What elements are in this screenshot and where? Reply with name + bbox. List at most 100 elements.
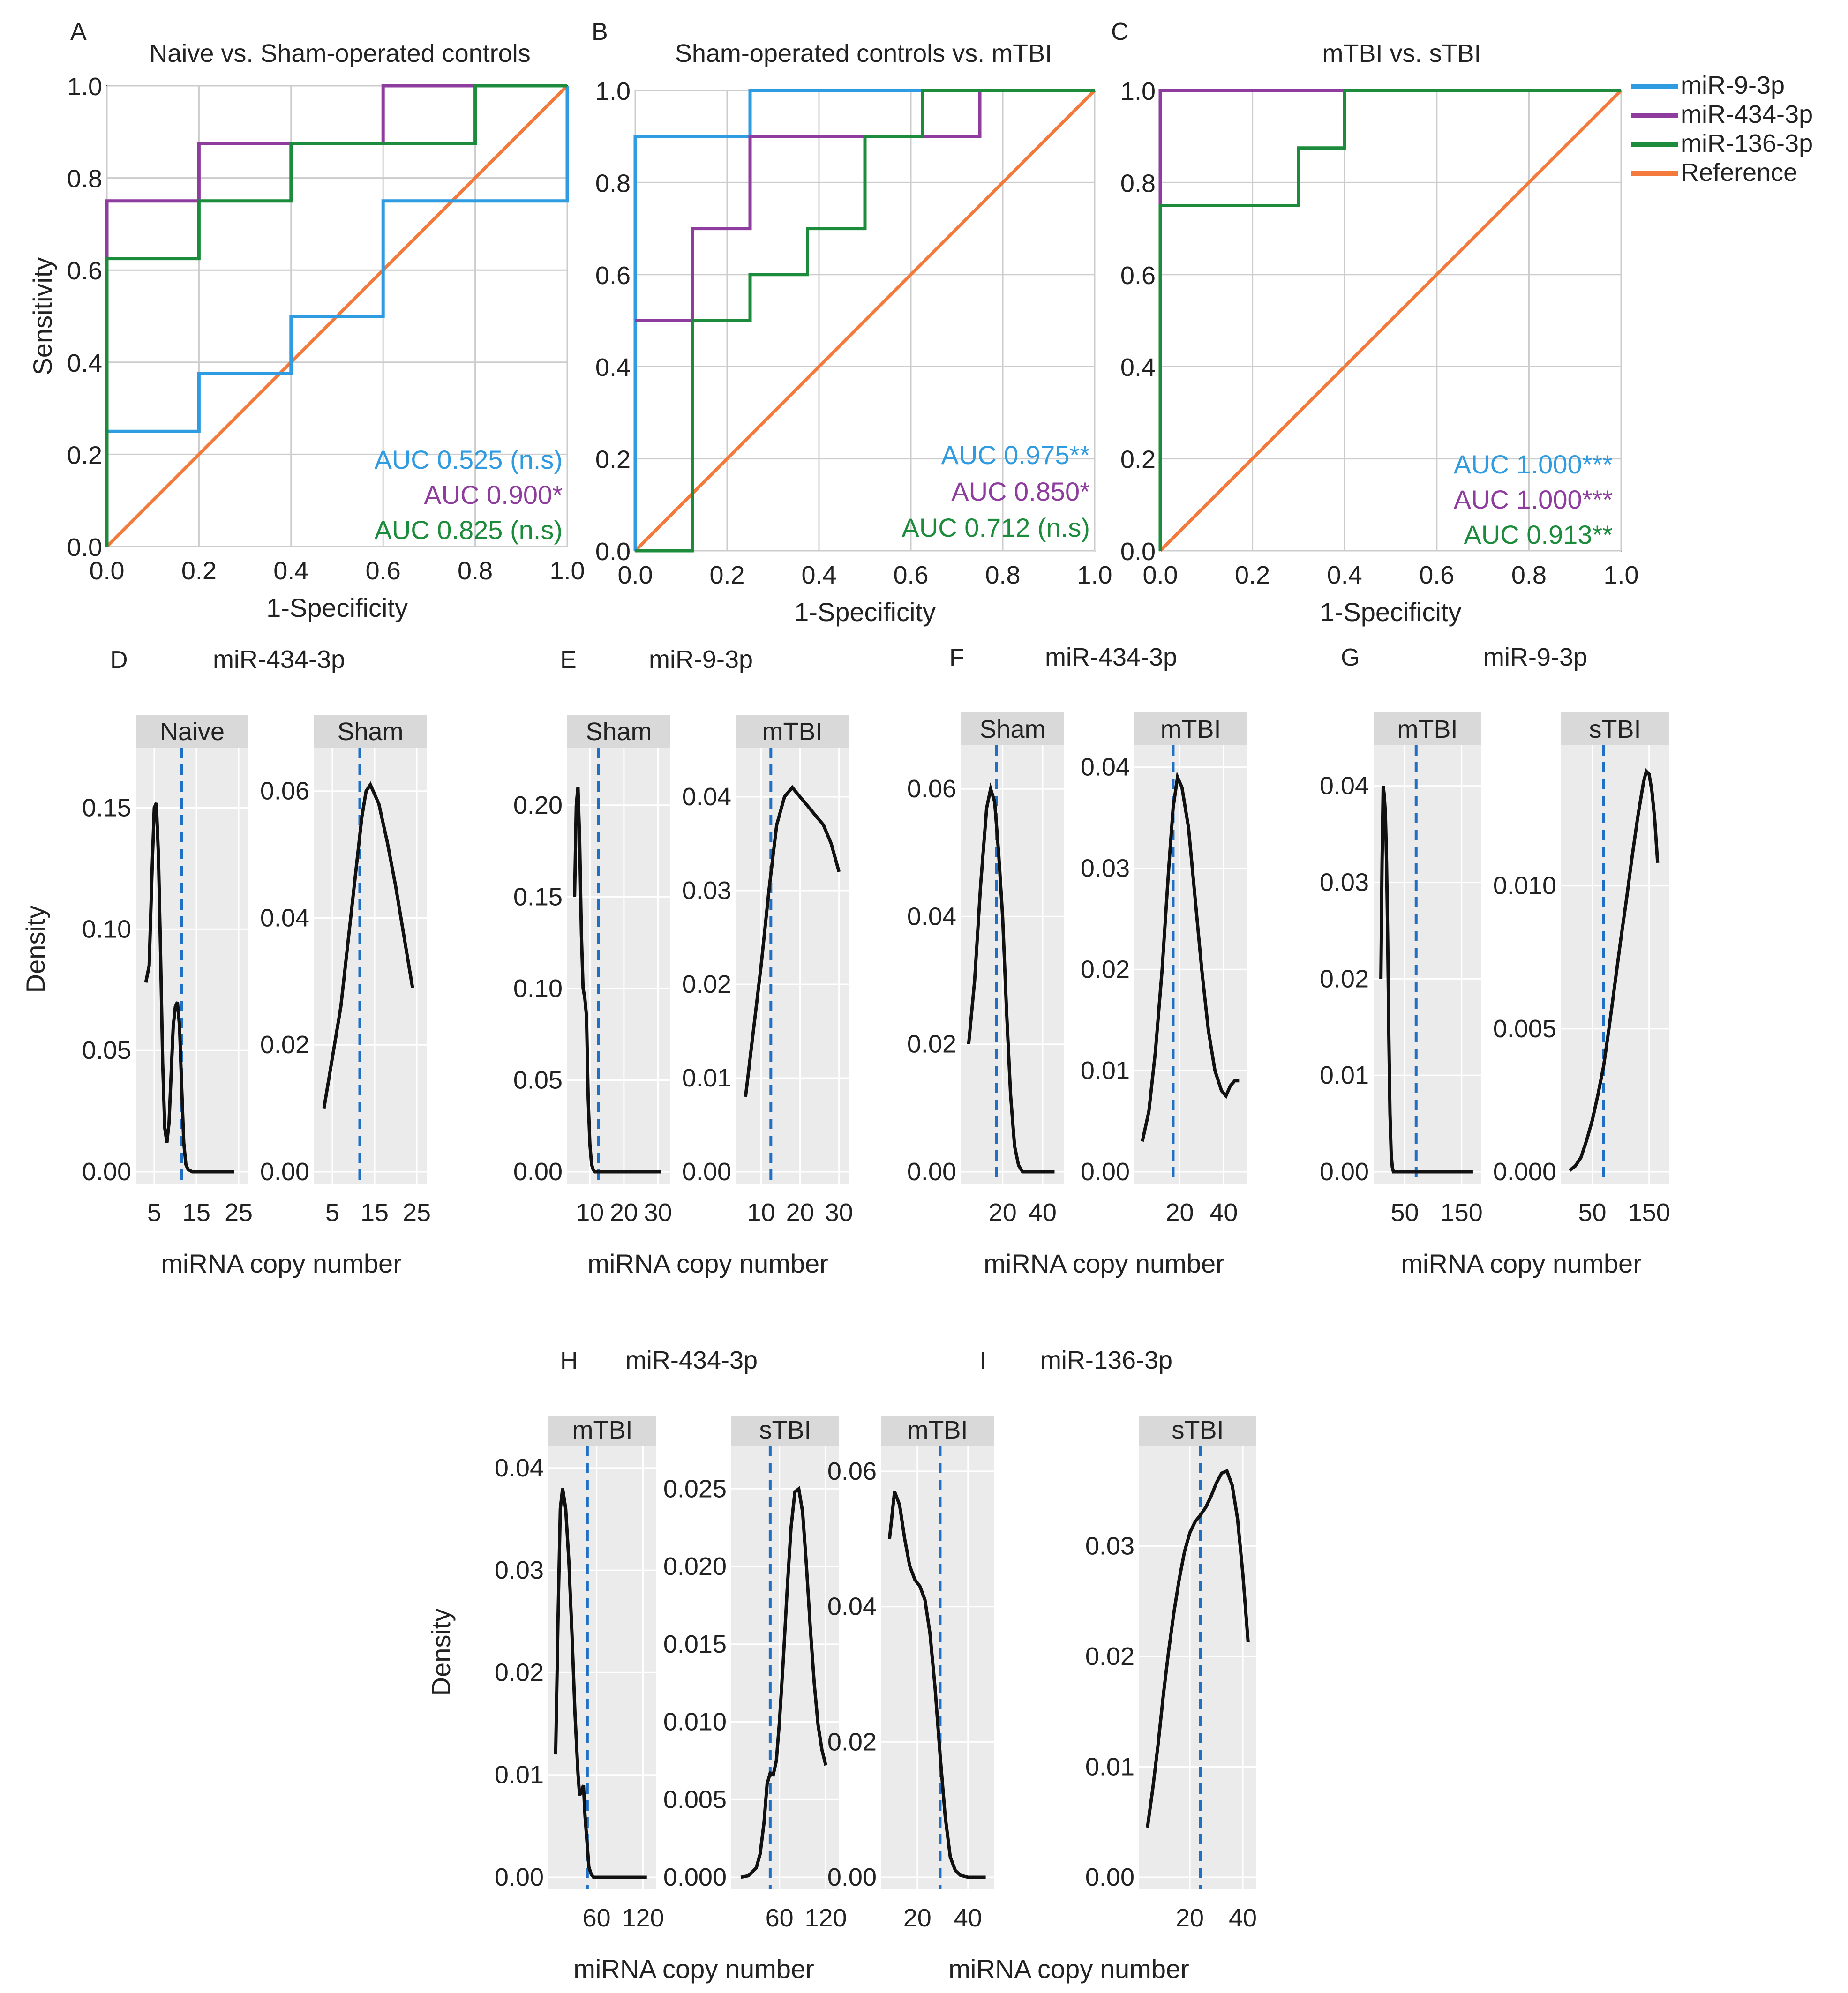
- roc-panel-a: 0.00.0 0.2 0.2 0.4 0.4 0.6 0.6 0.8 0.8 1.0 1.0 AUC …: [28, 18, 585, 622]
- y-tick-label: 0.010: [663, 1708, 727, 1736]
- x-tick-label: 10: [576, 1199, 604, 1227]
- panel-letter: B: [592, 18, 608, 45]
- y-tick-label: 0.02: [260, 1031, 309, 1059]
- x-tick-label: 20: [1176, 1904, 1204, 1932]
- x-tick-label: 20: [1165, 1199, 1194, 1227]
- y-tick-label: 0.8: [67, 165, 102, 193]
- y-tick-label: 0.02: [827, 1728, 877, 1756]
- x-tick-label: 10: [747, 1199, 775, 1227]
- x-tick-label: 5: [325, 1199, 339, 1227]
- facet-stbi: sTBI 0.00 0.01 0.02 0.03 20 40: [1085, 1416, 1257, 1932]
- facet-strip: [314, 715, 427, 748]
- x-axis-title: miRNA copy number: [587, 1249, 828, 1278]
- x-tick-label: 0.8: [458, 557, 493, 585]
- auc-label: AUC 0.825 (n.s): [375, 515, 563, 545]
- density-curve: [1568, 768, 1660, 1172]
- y-tick-label: 1.0: [1120, 77, 1156, 105]
- y-tick-label: 0.0: [595, 538, 631, 566]
- y-tick-label: 0.10: [82, 915, 131, 943]
- facet-strip-label: mTBI: [1397, 715, 1458, 743]
- auc-label: AUC 1.000***: [1454, 450, 1613, 479]
- x-axis-title: miRNA copy number: [573, 1954, 814, 1984]
- roc-panel-b: 0.00.0 0.2 0.2 0.4 0.4 0.6 0.6 0.8 0.8 1.0 1.0 AUC …: [592, 18, 1112, 627]
- auc-label: AUC 0.712 (n.s): [902, 513, 1090, 542]
- density-curve: [1379, 786, 1473, 1174]
- x-tick-label: 150: [1628, 1199, 1670, 1227]
- x-tick-label: 40: [954, 1904, 982, 1932]
- facet-mtbi: mTBI 0.00 0.02 0.04 0.06 20 40: [827, 1416, 994, 1932]
- panel-letter: E: [560, 646, 577, 674]
- density-curve: [967, 782, 1055, 1174]
- y-tick-label: 0.000: [1493, 1158, 1556, 1186]
- panel-title: miR-434-3p: [625, 1346, 758, 1374]
- y-tick-label: 0.6: [67, 257, 102, 285]
- x-tick-label: 0.0: [89, 557, 124, 585]
- x-tick-label: 20: [989, 1199, 1017, 1227]
- density-plot-area: [567, 748, 670, 1184]
- y-tick-label: 0.02: [907, 1030, 956, 1058]
- x-tick-label: 0.6: [893, 561, 928, 589]
- y-tick-label: 1.0: [595, 77, 631, 105]
- facet-strip-label: sTBI: [1172, 1416, 1224, 1444]
- x-tick-label: 50: [1390, 1199, 1419, 1227]
- y-tick-label: 0.005: [663, 1785, 727, 1813]
- y-tick-label: 0.01: [1081, 1056, 1130, 1085]
- y-tick-label: 0.005: [1493, 1015, 1556, 1043]
- y-tick-label: 0.00: [1320, 1158, 1369, 1186]
- density-curve: [740, 1485, 827, 1879]
- density-curve: [744, 785, 841, 1097]
- roc-curve-mir-136-3p: [105, 84, 567, 547]
- panel-title: miR-434-3p: [213, 645, 345, 674]
- panel-letter: A: [70, 18, 87, 45]
- facet-mtbi: mTBI 0.00 0.01 0.02 0.03 0.04 60 120: [495, 1416, 664, 1932]
- y-tick-label: 0.04: [1320, 772, 1369, 800]
- y-tick-label: 0.8: [1120, 169, 1156, 197]
- y-tick-label: 0.03: [1081, 854, 1130, 882]
- density-plot-area: [736, 748, 849, 1184]
- x-tick-label: 0.8: [985, 561, 1020, 589]
- roc-curve-mir-136-3p: [1158, 89, 1621, 551]
- facet-strip: [731, 1416, 839, 1446]
- x-tick-label: 120: [804, 1904, 847, 1932]
- facet-mtbi: mTBI 0.00 0.01 0.02 0.03 0.04 20 40: [1081, 712, 1247, 1227]
- facet-strip: [1561, 712, 1669, 745]
- panel-title: miR-136-3p: [1040, 1346, 1172, 1374]
- density-curve: [144, 802, 234, 1174]
- x-tick-label: 0.8: [1511, 561, 1547, 589]
- y-tick-label: 0.01: [1085, 1753, 1134, 1781]
- x-axis-title: miRNA copy number: [161, 1249, 402, 1278]
- x-tick-label: 5: [147, 1199, 161, 1227]
- y-axis-title: Sensitivity: [28, 257, 57, 375]
- y-tick-label: 0.4: [1120, 353, 1156, 382]
- auc-label: AUC 0.975**: [941, 440, 1090, 470]
- legend-label: miR-136-3p: [1681, 129, 1813, 157]
- x-tick-label: 150: [1441, 1199, 1483, 1227]
- x-tick-label: 0.2: [181, 557, 217, 585]
- facet-sham: Sham 0.00 0.02 0.04 0.06 5 15 25: [260, 715, 431, 1227]
- y-tick-label: 0.4: [67, 349, 102, 377]
- facet-strip-label: mTBI: [572, 1416, 633, 1444]
- y-tick-label: 0.04: [260, 904, 309, 932]
- y-tick-label: 0.2: [595, 446, 631, 474]
- panel-title: miR-9-3p: [1483, 643, 1587, 671]
- x-tick-label: 0.6: [366, 557, 401, 585]
- y-tick-label: 0.6: [1120, 262, 1156, 290]
- x-tick-label: 40: [1029, 1199, 1057, 1227]
- x-tick-label: 15: [361, 1199, 389, 1227]
- y-tick-label: 0.01: [495, 1761, 544, 1789]
- x-tick-label: 30: [644, 1199, 672, 1227]
- y-tick-label: 0.4: [595, 353, 631, 382]
- y-tick-label: 0.00: [682, 1158, 731, 1186]
- x-tick-label: 20: [903, 1904, 932, 1932]
- facet-stbi: sTBI 0.000 0.005 0.010 0.015 0.020 0.025 60 120: [663, 1416, 847, 1932]
- facet-mtbi: mTBI 0.00 0.01 0.02 0.03 0.04 10 20 30: [682, 715, 853, 1227]
- facet-strip-label: Naive: [160, 718, 225, 746]
- y-tick-label: 0.15: [82, 794, 131, 822]
- roc-curve-mir-434-3p: [105, 84, 567, 547]
- x-axis-title: miRNA copy number: [948, 1954, 1189, 1984]
- x-tick-label: 20: [786, 1199, 814, 1227]
